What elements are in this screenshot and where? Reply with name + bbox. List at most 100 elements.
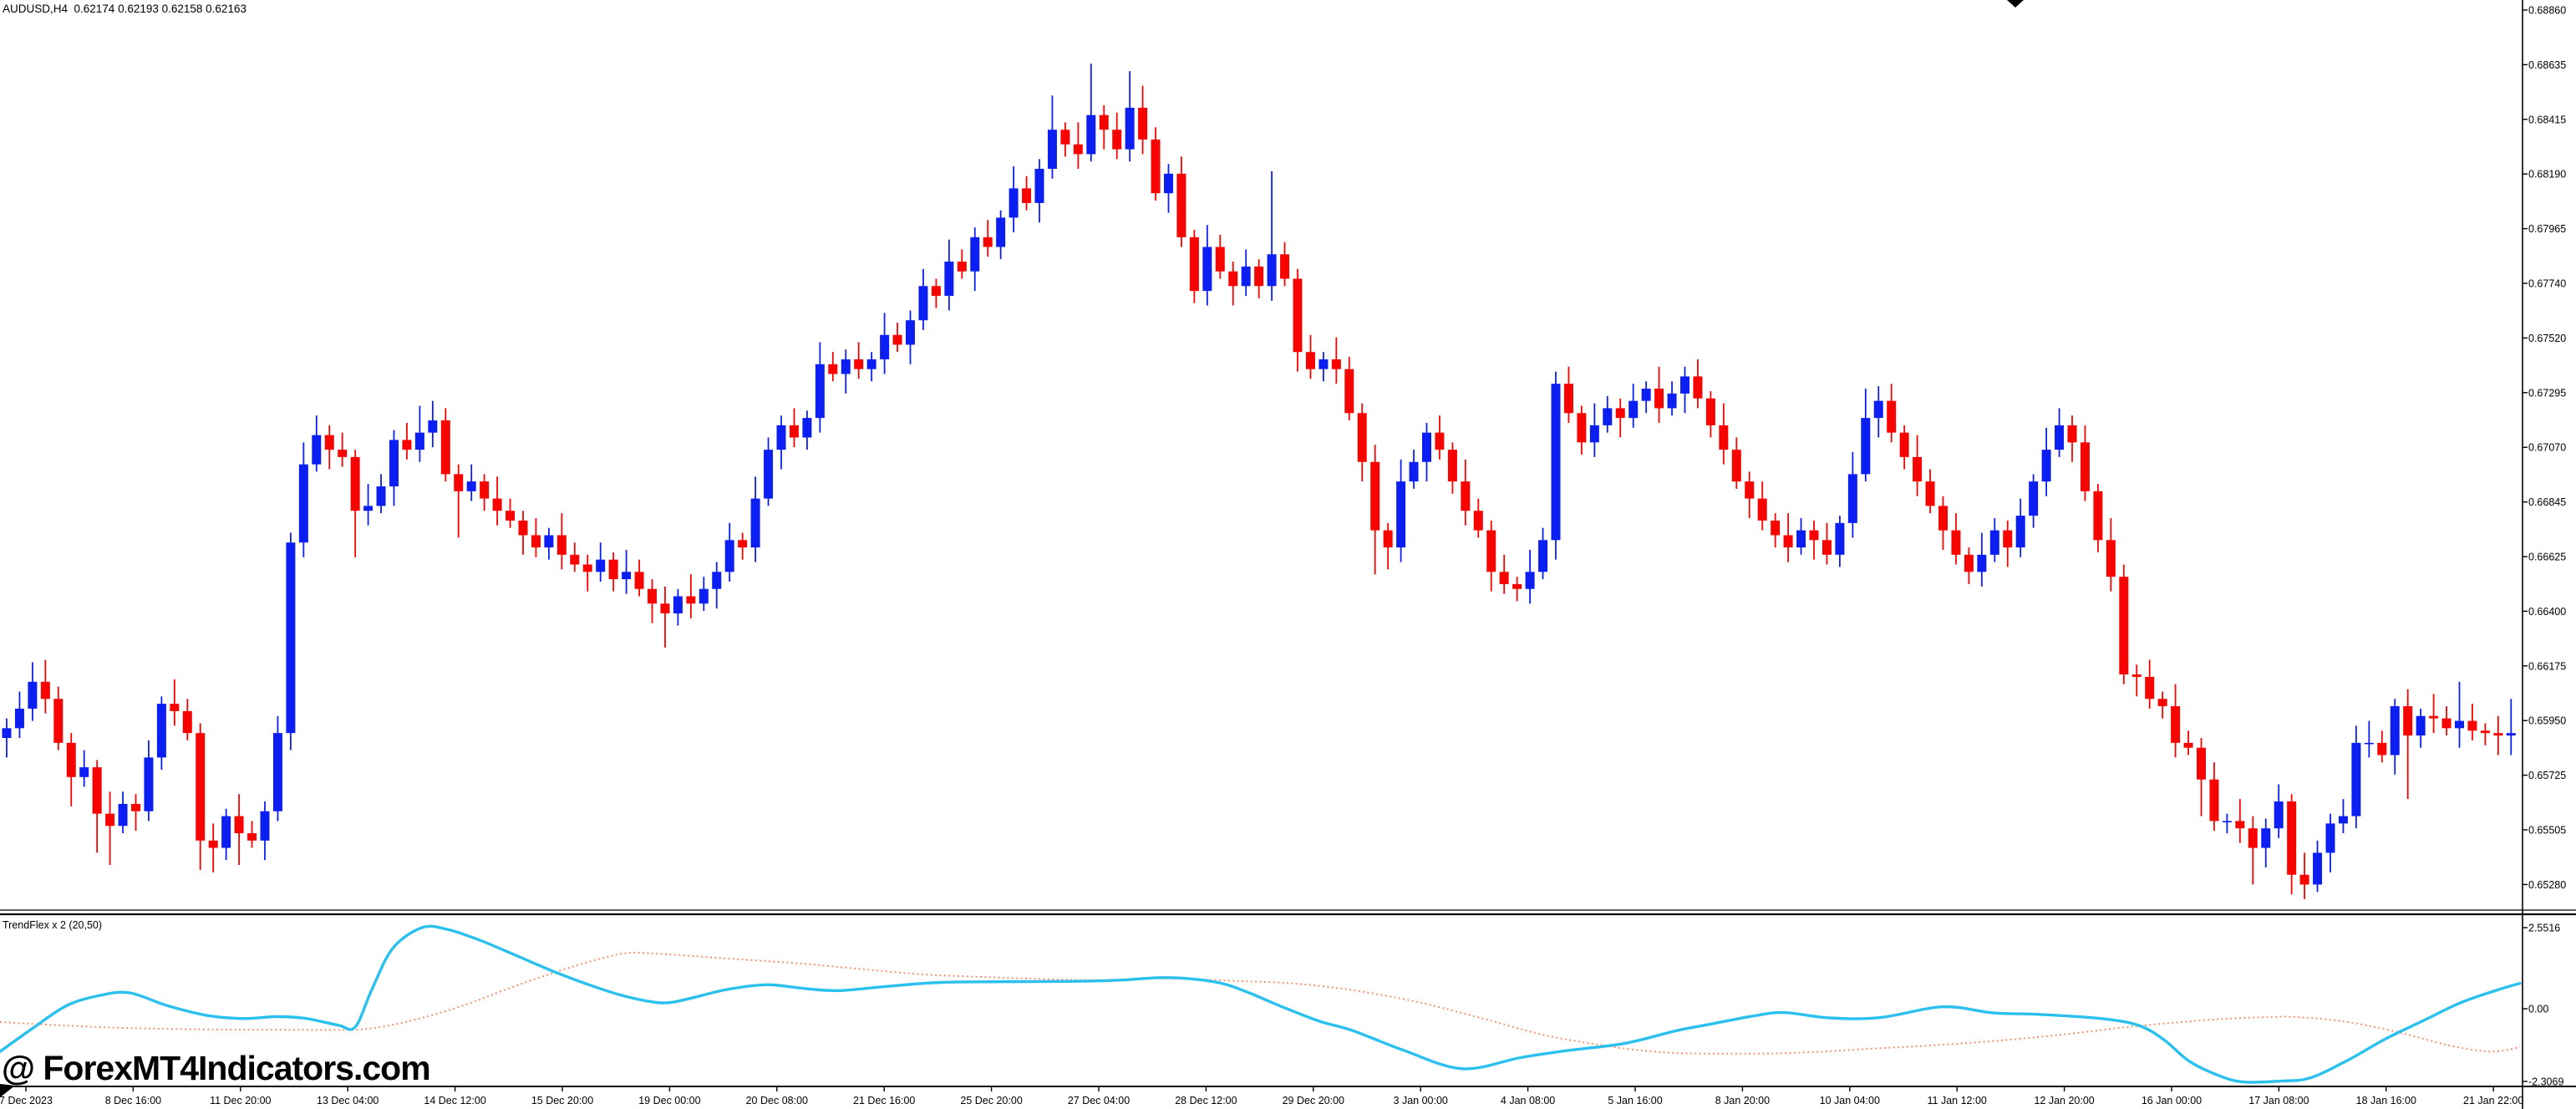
- candle-body: [1603, 408, 1613, 425]
- candle-body: [1680, 376, 1689, 394]
- candle-body: [1873, 400, 1883, 419]
- trendflex-fast-line: [0, 924, 2522, 1084]
- candle-body: [724, 540, 734, 572]
- time-axis-label: 12 Jan 20:00: [2034, 1095, 2094, 1106]
- candle-body: [1060, 130, 1070, 145]
- candle-body: [14, 708, 24, 729]
- candle-body: [92, 767, 102, 814]
- time-axis-label: 15 Dec 20:00: [531, 1095, 593, 1106]
- candle-body: [1254, 266, 1264, 287]
- candle-body: [1783, 535, 1793, 548]
- time-axis-label: 27 Dec 04:00: [1068, 1095, 1130, 1106]
- time-axis-label: 25 Dec 20:00: [960, 1095, 1022, 1106]
- candle-body: [2145, 676, 2155, 699]
- candle-body: [2131, 674, 2142, 677]
- down-arrow-marker[interactable]: [2007, 0, 2024, 8]
- candle-body: [1344, 369, 1354, 414]
- candle-body: [2390, 706, 2400, 755]
- price-axis-label: 0.66175: [2528, 660, 2566, 672]
- price-axis-label: 0.68635: [2528, 59, 2566, 71]
- candle-body: [466, 481, 476, 491]
- candle-body: [699, 588, 709, 604]
- candle-body: [428, 420, 438, 433]
- candle-body: [480, 481, 490, 499]
- candle-body: [1861, 418, 1871, 475]
- candle-body: [660, 603, 670, 613]
- candle-body: [1641, 389, 1651, 401]
- candle-body: [2338, 816, 2348, 824]
- candle-body: [389, 440, 399, 486]
- candle-body: [2171, 706, 2181, 743]
- candle-body: [1745, 481, 1755, 499]
- candle-body: [350, 456, 360, 511]
- candle-body: [2, 728, 12, 739]
- time-axis-label: 29 Dec 20:00: [1283, 1095, 1344, 1106]
- candle-body: [1615, 408, 1625, 419]
- candle-body: [2093, 491, 2103, 541]
- candle-body: [1512, 583, 1522, 589]
- candle-body: [324, 435, 334, 450]
- candle-body: [402, 440, 412, 450]
- time-axis-label: 8 Jan 20:00: [1715, 1095, 1770, 1106]
- candle-body: [815, 364, 825, 419]
- price-axis-label: 0.66845: [2528, 496, 2566, 508]
- candle-body: [2015, 516, 2025, 548]
- candle-body: [1667, 393, 1677, 409]
- candle-body: [1589, 425, 1599, 443]
- watermark-text: @ ForexMT4Indicators.com: [2, 1049, 431, 1087]
- candle-body: [686, 596, 696, 604]
- candle-body: [2287, 801, 2297, 875]
- candle-body: [1977, 554, 1987, 572]
- candle-body: [1202, 247, 1212, 292]
- candle-body: [1499, 572, 1509, 584]
- candle-body: [2506, 733, 2516, 736]
- candle-body: [1241, 266, 1251, 287]
- time-axis-label: 4 Jan 08:00: [1501, 1095, 1555, 1106]
- candle-body: [944, 262, 954, 296]
- candle-body: [1731, 450, 1741, 482]
- history-start-wedge: [0, 1084, 15, 1097]
- indicator-name-label: TrendFlex x 2 (20,50): [3, 919, 103, 931]
- time-axis-label: 16 Jan 00:00: [2142, 1095, 2202, 1106]
- candle-body: [802, 418, 812, 438]
- price-axis-label: 0.67965: [2528, 223, 2566, 235]
- candle-body: [892, 334, 902, 345]
- candle-body: [1047, 130, 1057, 169]
- candle-body: [79, 767, 89, 777]
- time-axis-label: 28 Dec 12:00: [1175, 1095, 1237, 1106]
- time-axis-label: 3 Jan 00:00: [1394, 1095, 1448, 1106]
- candle-body: [2222, 821, 2232, 823]
- candle-body: [828, 364, 838, 374]
- candle-body: [1887, 400, 1897, 433]
- time-axis-label: 11 Jan 12:00: [1928, 1095, 1987, 1106]
- candle-body: [156, 704, 166, 758]
- candle-body: [338, 450, 348, 457]
- time-axis-label: 17 Jan 08:00: [2248, 1095, 2309, 1106]
- candle-body: [2055, 425, 2065, 450]
- price-axis-label: 0.67295: [2528, 387, 2566, 399]
- candle-body: [1280, 254, 1290, 279]
- candle-body: [866, 359, 876, 369]
- candle-body: [1938, 506, 1948, 531]
- candle-body: [1189, 237, 1199, 292]
- candle-body: [556, 535, 567, 555]
- candle-body: [1989, 530, 1999, 555]
- time-axis-label: 11 Dec 20:00: [210, 1095, 271, 1106]
- candle-body: [1913, 456, 1923, 482]
- candle-body: [2235, 821, 2245, 829]
- price-chart-plot-area[interactable]: [0, 0, 2523, 910]
- candle-body: [2325, 823, 2335, 853]
- price-axis-label: 0.66625: [2528, 552, 2566, 563]
- candle-body: [1409, 461, 1419, 482]
- candle-body: [1563, 384, 1573, 414]
- candle-body: [1719, 425, 1729, 450]
- candle-body: [1151, 139, 1161, 194]
- candle-body: [492, 498, 502, 511]
- candle-body: [634, 572, 644, 589]
- candle-body: [1538, 540, 1548, 572]
- candle-body: [414, 432, 424, 450]
- indicator-axis-label: 2.5516: [2528, 923, 2560, 934]
- candle-body: [2493, 733, 2503, 736]
